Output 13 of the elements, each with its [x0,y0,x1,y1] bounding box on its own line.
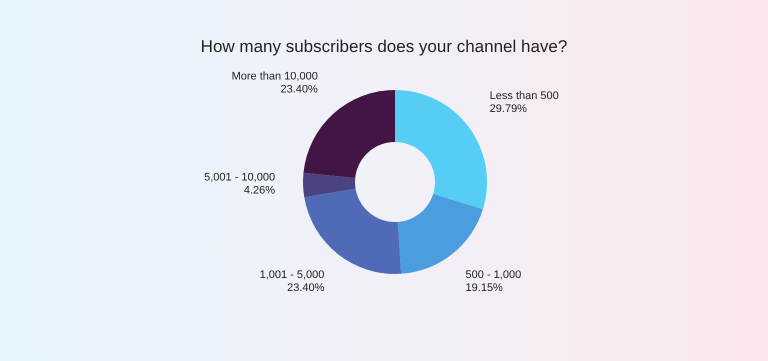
donut-slice [395,90,487,210]
data-label: 29.79% [490,102,528,115]
slice-label: 1,001 - 5,000 [260,269,324,282]
data-label: 23.40% [287,282,325,294]
data-label: 4.26% [244,184,276,196]
chart-title: How many subscribers does your channel have? [200,37,568,56]
data-label: 23.40% [280,84,318,96]
donut-slice [303,172,356,198]
slice-label: Less than 500 [490,90,559,102]
data-label: 19.15% [466,282,504,294]
slice-label: 500 - 1,000 [466,269,522,282]
slice-label: More than 10,000 [232,70,318,83]
slice-label: 5,001 - 10,000 [204,171,276,184]
